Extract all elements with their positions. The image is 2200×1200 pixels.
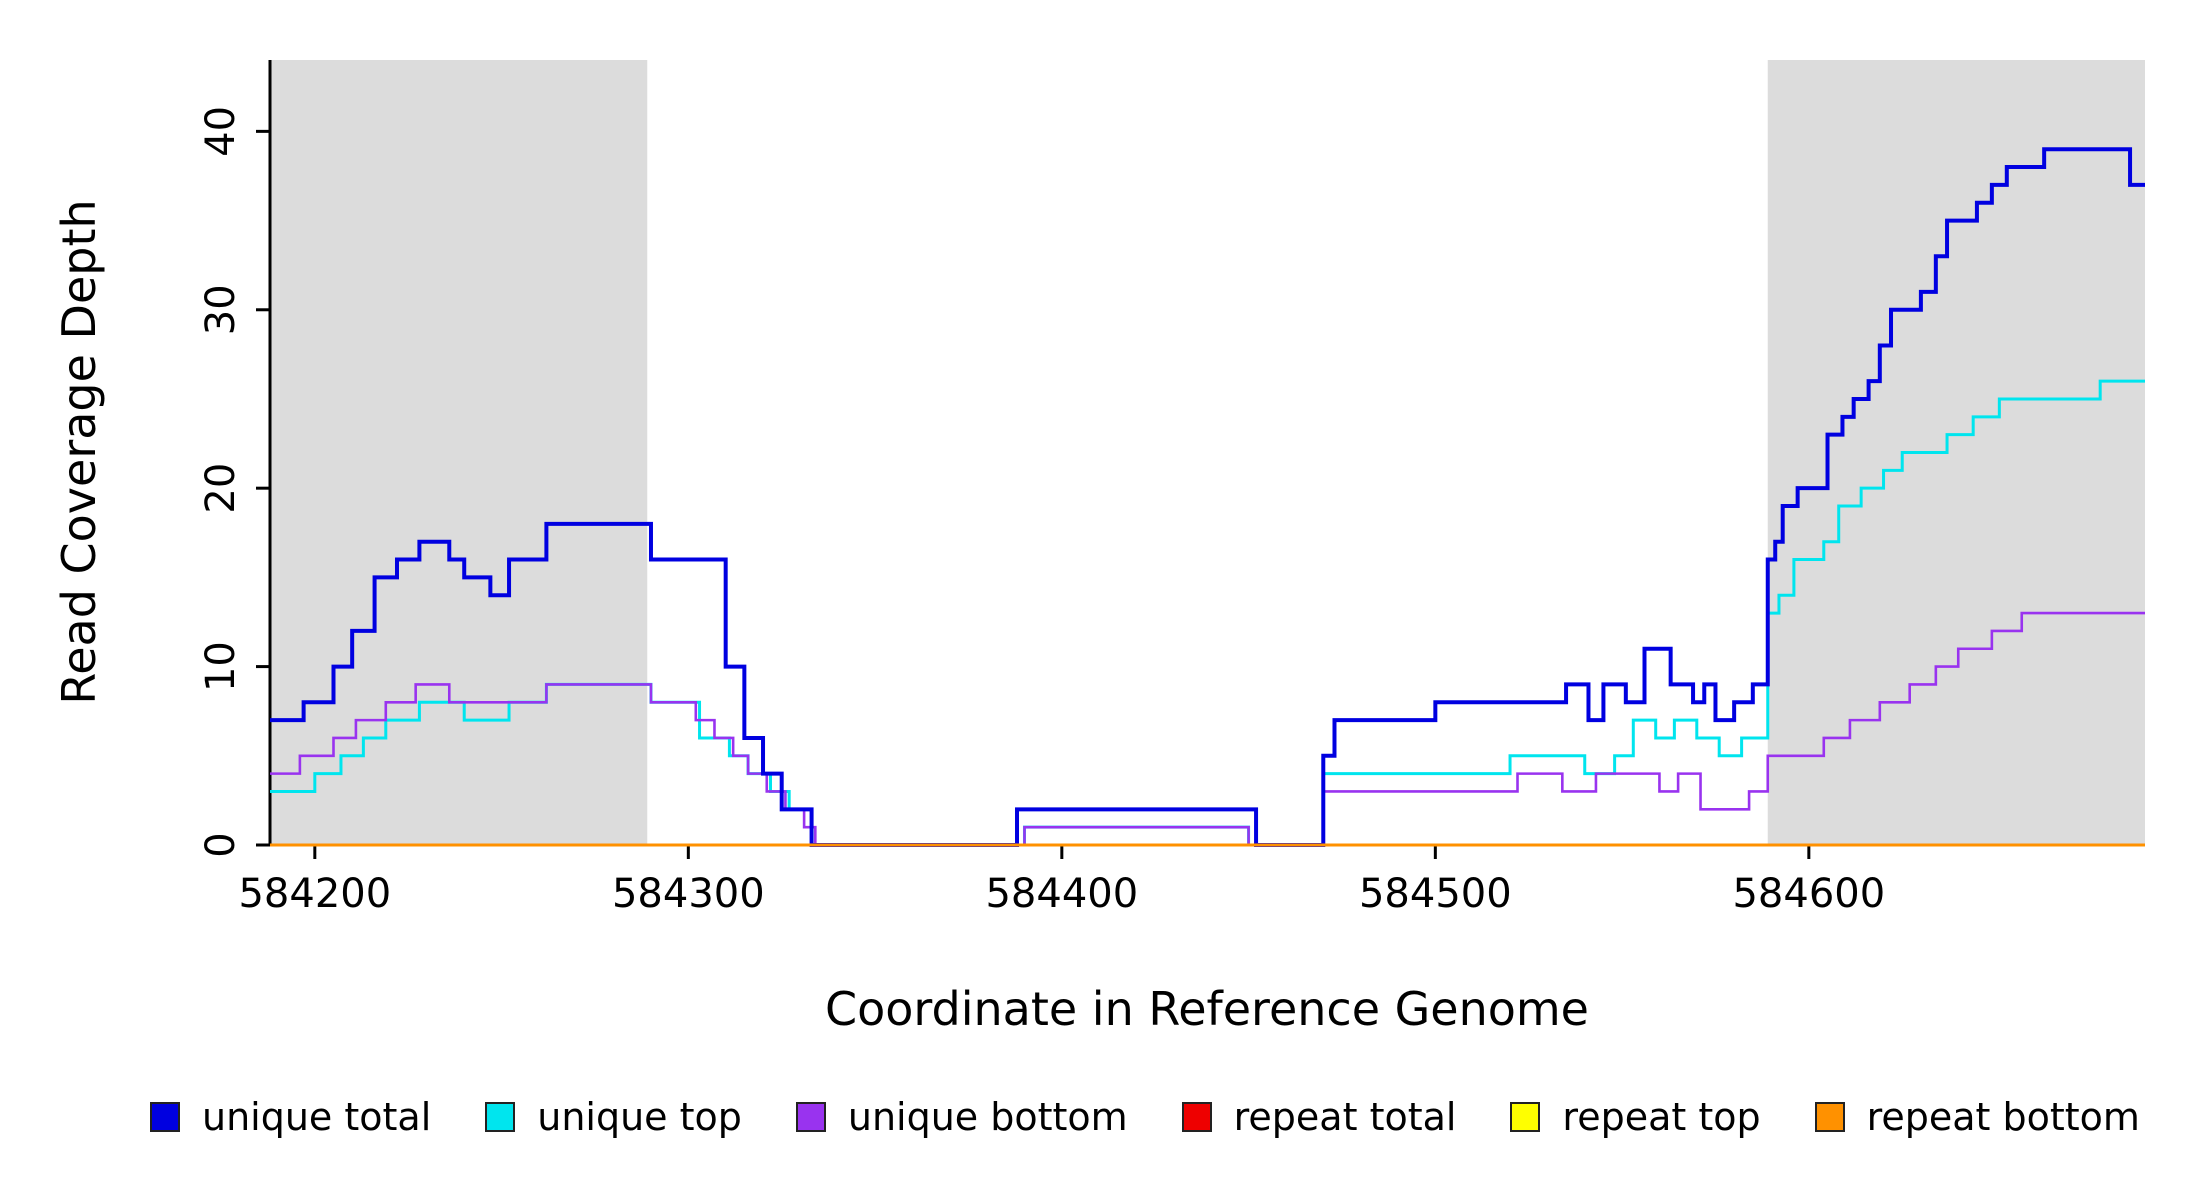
- legend-item-unique-top: unique top: [485, 1095, 742, 1139]
- y-axis-title: Read Coverage Depth: [52, 199, 106, 704]
- legend-label: unique total: [202, 1095, 432, 1139]
- legend-label: repeat bottom: [1866, 1095, 2140, 1139]
- y-tick-label: 40: [198, 106, 244, 157]
- x-tick-label: 584400: [985, 871, 1138, 917]
- series-lines: [270, 147, 2145, 847]
- x-axis-title: Coordinate in Reference Genome: [825, 982, 1589, 1036]
- legend-item-unique-total: unique total: [150, 1095, 431, 1139]
- series-line-unique-bottom: [270, 611, 2145, 847]
- legend-label: repeat total: [1233, 1095, 1457, 1139]
- y-tick-label: 0: [198, 832, 244, 857]
- legend-swatch-repeat-bottom: [1814, 1102, 1845, 1132]
- legend-label: unique top: [537, 1095, 742, 1139]
- legend: unique total unique top unique bottom repea…: [150, 1095, 2140, 1139]
- y-tick-label: 30: [198, 284, 244, 335]
- y-tick-label: 20: [198, 463, 244, 514]
- legend-item-unique-bottom: unique bottom: [795, 1095, 1128, 1139]
- legend-swatch-repeat-top: [1510, 1102, 1541, 1132]
- legend-label: repeat top: [1562, 1095, 1761, 1139]
- shaded-regions: [270, 60, 2145, 845]
- shaded-region-0: [270, 60, 648, 845]
- x-tick-label: 584200: [238, 871, 391, 917]
- legend-swatch-unique-top: [485, 1102, 516, 1132]
- x-tick-label: 584500: [1359, 871, 1512, 917]
- series-line-unique-total: [270, 147, 2145, 847]
- series-line-unique-top: [270, 379, 2145, 847]
- legend-swatch-repeat-total: [1181, 1102, 1212, 1132]
- legend-swatch-unique-total: [150, 1102, 180, 1132]
- shaded-region-1: [1767, 60, 2145, 845]
- plot-area: 584200 584300 584400 584500 584600010203040 …: [52, 60, 2145, 1036]
- legend-item-repeat-total: repeat total: [1181, 1095, 1457, 1139]
- x-tick-label: 584300: [612, 871, 765, 917]
- legend-label: unique bottom: [847, 1095, 1128, 1139]
- legend-item-repeat-top: repeat top: [1510, 1095, 1761, 1139]
- x-tick-label: 584600: [1732, 871, 1885, 917]
- axis-tick-labels: 584200 584300 584400 584500 584600 0 10 20 30 40: [198, 106, 1885, 917]
- legend-swatch-unique-bottom: [795, 1102, 826, 1132]
- legend-item-repeat-bottom: repeat bottom: [1814, 1095, 2140, 1139]
- y-tick-label: 10: [198, 641, 244, 692]
